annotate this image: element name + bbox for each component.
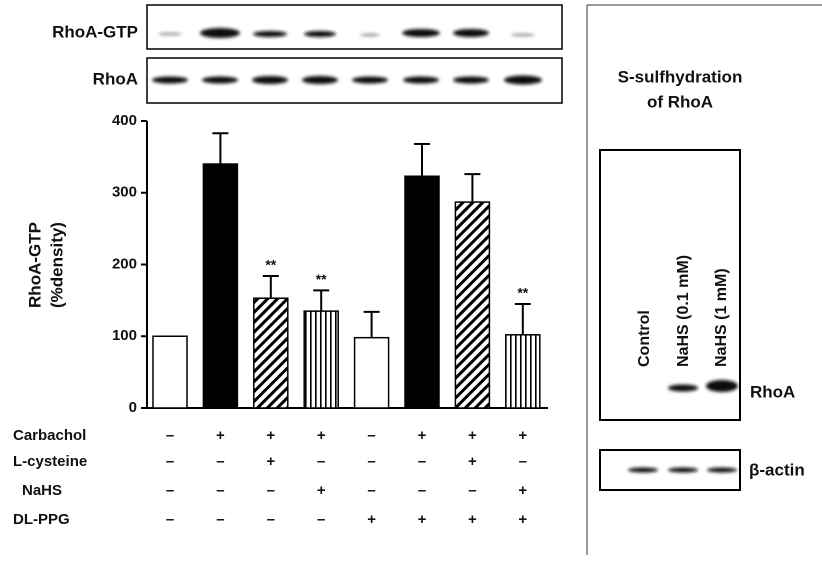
treatment-sign: – — [367, 427, 375, 444]
bar — [405, 176, 439, 408]
treatment-sign: – — [166, 427, 174, 444]
bar — [455, 202, 489, 408]
bar — [203, 164, 237, 408]
bar — [506, 335, 540, 408]
treatment-label: L-cysteine — [13, 453, 87, 470]
treatment-sign: – — [267, 511, 275, 528]
treatment-sign: + — [518, 427, 527, 444]
treatment-sign: + — [518, 482, 527, 499]
bar — [355, 338, 389, 408]
figure: RhoA-GTP RhoA S-sulfhydration of RhoA Co… — [0, 0, 822, 561]
treatment-sign: – — [216, 482, 224, 499]
y-tick-label: 400 — [112, 112, 137, 129]
bar — [153, 336, 187, 408]
blot-label: RhoA-GTP — [52, 22, 138, 41]
treatment-sign: + — [266, 453, 275, 470]
treatment-label: NaHS — [22, 482, 62, 499]
significance: ** — [517, 285, 528, 301]
treatment-sign: – — [418, 482, 426, 499]
treatment-sign: + — [418, 511, 427, 528]
significance: ** — [316, 271, 327, 287]
treatment-sign: – — [418, 453, 426, 470]
panel-title: S-sulfhydration — [618, 67, 743, 86]
treatment-sign: – — [317, 453, 325, 470]
lane-label: NaHS (0.1 mM) — [675, 255, 692, 367]
treatment-sign: – — [216, 453, 224, 470]
y-tick-label: 200 — [112, 255, 137, 272]
treatment-sign: – — [519, 453, 527, 470]
treatment-sign: + — [468, 453, 477, 470]
treatment-sign: – — [216, 511, 224, 528]
treatment-sign: – — [166, 482, 174, 499]
panel-title: of RhoA — [647, 92, 713, 111]
treatment-sign: – — [166, 511, 174, 528]
blot-label: RhoA — [750, 382, 795, 401]
blot-label: β-actin — [749, 460, 805, 479]
treatment-sign: + — [468, 427, 477, 444]
treatment-sign: + — [418, 427, 427, 444]
treatment-sign: + — [317, 427, 326, 444]
treatment-sign: + — [317, 482, 326, 499]
treatment-label: Carbachol — [13, 427, 86, 444]
treatment-sign: + — [367, 511, 376, 528]
blot-label: RhoA — [93, 69, 138, 88]
y-axis-label: (%density) — [47, 222, 66, 308]
significance: ** — [265, 257, 276, 273]
treatment-label: DL-PPG — [13, 511, 70, 528]
lane-label: Control — [636, 310, 653, 367]
treatment-sign: + — [216, 427, 225, 444]
treatment-sign: – — [166, 453, 174, 470]
treatment-sign: – — [367, 453, 375, 470]
y-tick-label: 300 — [112, 184, 137, 201]
lane-label: NaHS (1 mM) — [713, 268, 730, 367]
blot-box — [147, 5, 562, 49]
treatment-sign: + — [518, 511, 527, 528]
y-tick-label: 100 — [112, 327, 137, 344]
y-axis-label: RhoA-GTP — [25, 222, 44, 308]
treatment-sign: – — [367, 482, 375, 499]
treatment-sign: + — [266, 427, 275, 444]
treatment-sign: – — [468, 482, 476, 499]
treatment-sign: – — [267, 482, 275, 499]
bar — [304, 311, 338, 408]
bar — [254, 298, 288, 408]
treatment-sign: + — [468, 511, 477, 528]
treatment-sign: – — [317, 511, 325, 528]
y-tick-label: 0 — [129, 399, 137, 416]
